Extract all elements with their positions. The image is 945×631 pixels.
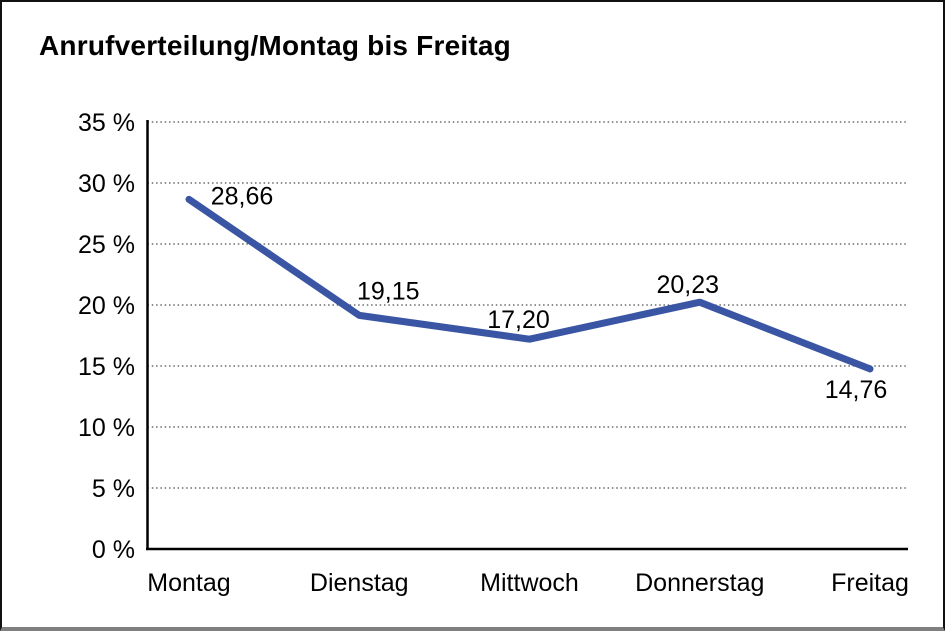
x-tick-label: Dienstag bbox=[310, 569, 409, 597]
page-title: Anrufverteilung/Montag bis Freitag bbox=[39, 30, 511, 61]
point-label: 28,66 bbox=[211, 182, 274, 210]
y-tick-label: 30 % bbox=[78, 170, 135, 198]
series-line bbox=[185, 195, 874, 373]
y-tick-label: 10 % bbox=[78, 414, 135, 442]
y-tick-label: 20 % bbox=[78, 292, 135, 320]
point-label: 14,76 bbox=[825, 376, 888, 404]
y-tick-label: 35 % bbox=[78, 109, 135, 137]
y-tick-label: 0 % bbox=[92, 536, 135, 564]
point-label: 17,20 bbox=[487, 306, 550, 334]
y-tick-label: 15 % bbox=[78, 353, 135, 381]
y-tick-label: 5 % bbox=[92, 475, 135, 503]
point-label: 20,23 bbox=[656, 271, 719, 299]
x-tick-label: Freitag bbox=[831, 569, 909, 597]
point-label: 19,15 bbox=[357, 277, 420, 305]
y-tick-label: 25 % bbox=[78, 231, 135, 259]
x-tick-label: Donnerstag bbox=[635, 569, 764, 597]
x-tick-label: Mittwoch bbox=[480, 569, 579, 597]
x-tick-label: Montag bbox=[147, 569, 230, 597]
